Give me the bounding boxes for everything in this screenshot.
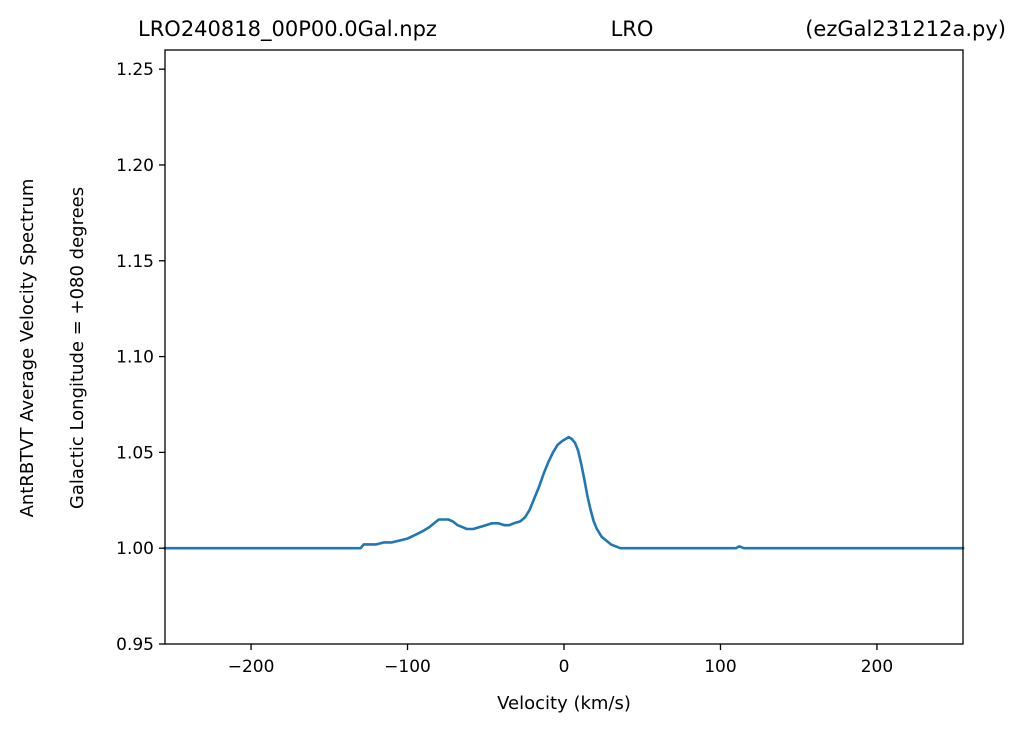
- title-center: LRO: [611, 17, 654, 41]
- y-tick-label: 1.00: [116, 539, 154, 559]
- plot-frame: [164, 49, 964, 645]
- x-tick-label: −100: [384, 657, 431, 677]
- y-axis: 0.95 1.00 1.05 1.10 1.15 1.20 1.25: [116, 60, 165, 655]
- x-axis: −200 −100 0 100 200: [228, 644, 893, 677]
- y-tick-label: 1.10: [116, 348, 154, 368]
- y-tick-label: 1.15: [116, 252, 154, 272]
- title-right: (ezGal231212a.py): [805, 17, 1006, 41]
- y-axis-label-outer: AntRBTVT Average Velocity Spectrum: [17, 179, 38, 518]
- y-tick-label: 0.95: [116, 635, 154, 655]
- x-tick-label: 100: [704, 657, 736, 677]
- y-axis-label-inner: Galactic Longitude = +080 degrees: [67, 187, 88, 509]
- y-tick-label: 1.20: [116, 156, 154, 176]
- series-line-0: [163, 435, 965, 550]
- plot-area: [163, 49, 965, 645]
- x-axis-label: Velocity (km/s): [497, 693, 631, 714]
- y-tick-label: 1.25: [116, 60, 154, 80]
- title-left: LRO240818_00P00.0Gal.npz: [138, 17, 437, 42]
- x-tick-label: 200: [861, 657, 893, 677]
- y-tick-label: 1.05: [116, 443, 154, 463]
- x-tick-label: −200: [228, 657, 275, 677]
- x-tick-label: 0: [559, 657, 570, 677]
